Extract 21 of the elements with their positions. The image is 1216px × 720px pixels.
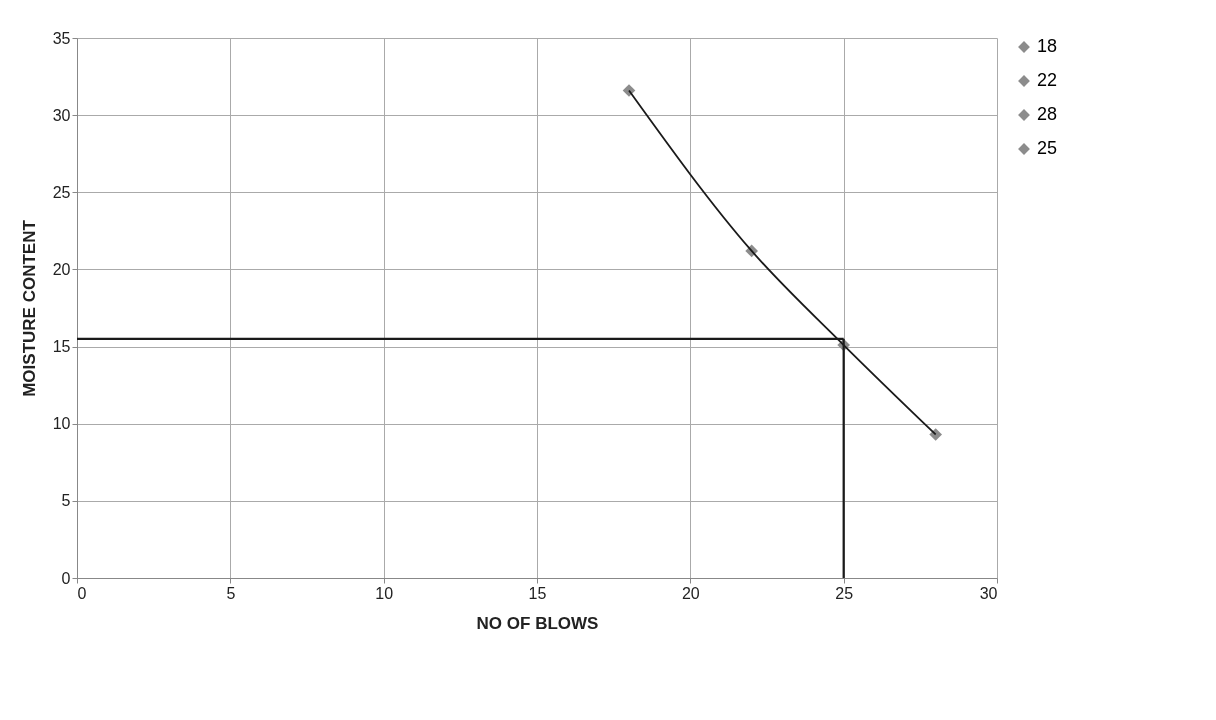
x-tick-label: 0 xyxy=(77,584,87,602)
y-tick-label: 30 xyxy=(52,106,71,124)
y-tick-label: 20 xyxy=(52,260,71,278)
legend-label: 18 xyxy=(1037,36,1058,56)
x-tick-label: 30 xyxy=(979,584,998,602)
x-tick-label: 20 xyxy=(681,584,700,602)
x-tick-label: 15 xyxy=(528,584,547,602)
x-tick-label: 5 xyxy=(226,584,236,602)
x-tick-label: 25 xyxy=(835,584,854,602)
y-tick-label: 25 xyxy=(52,183,71,201)
y-tick-label: 15 xyxy=(52,338,71,356)
y-tick-label: 0 xyxy=(61,569,71,587)
y-tick-label: 10 xyxy=(52,415,71,433)
legend-label: 28 xyxy=(1037,104,1058,124)
y-axis-title: MOISTURE CONTENT xyxy=(19,219,39,397)
y-tick-label: 35 xyxy=(52,29,71,47)
x-axis-title: NO OF BLOWS xyxy=(476,613,599,633)
x-tick-label: 10 xyxy=(375,584,394,602)
y-tick-label: 5 xyxy=(61,492,71,510)
legend-label: 25 xyxy=(1037,138,1058,158)
legend-label: 22 xyxy=(1037,70,1058,90)
